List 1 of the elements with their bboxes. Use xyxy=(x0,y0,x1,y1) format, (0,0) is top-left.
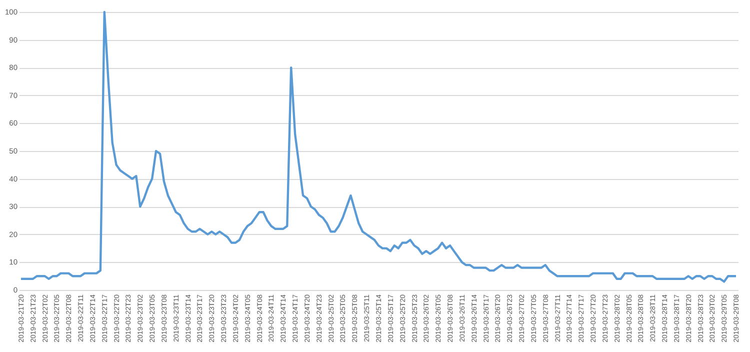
line-series xyxy=(20,10,738,283)
